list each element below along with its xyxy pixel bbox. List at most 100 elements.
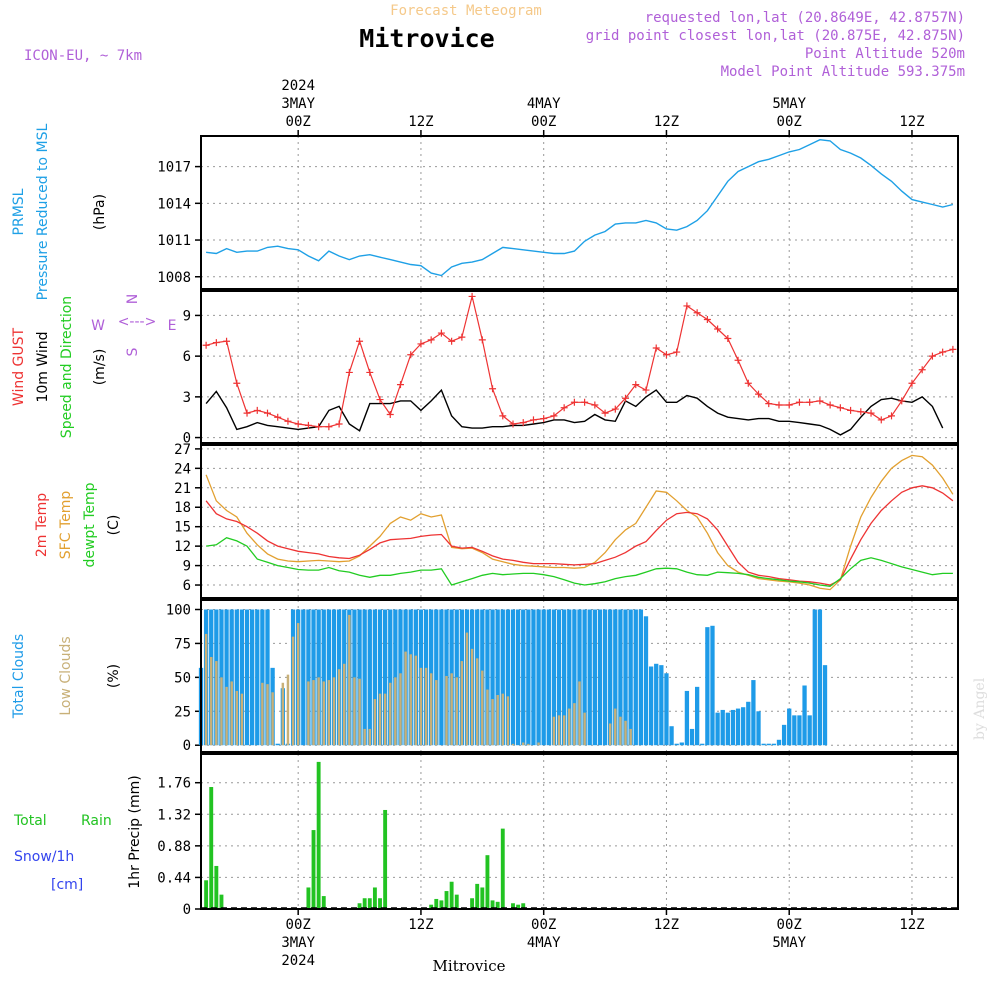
total-cloud-bar [275, 743, 280, 746]
precip-bar [521, 903, 526, 909]
y-tick-label: 9 [183, 308, 191, 324]
location-title: Mitrovice [359, 24, 494, 53]
total-cloud-bar [367, 609, 372, 746]
total-cloud-bar [766, 743, 771, 746]
time-label-top: 12Z [654, 114, 679, 130]
panel-wind-frame [200, 290, 959, 444]
precip-bar [311, 830, 316, 909]
gust-marker [765, 400, 773, 408]
compass-n: N [125, 294, 141, 304]
gust-marker [550, 412, 558, 420]
total-cloud-bar [587, 609, 592, 746]
low-cloud-bar [506, 696, 510, 746]
gust-marker [898, 397, 906, 405]
total-cloud-bar [515, 609, 521, 746]
panel-clouds-frame [200, 599, 959, 753]
pressure-label-long: Pressure Reduced to MSL [35, 123, 51, 300]
footer-location: Mitrovice [433, 957, 506, 975]
y-tick-label: 0 [183, 431, 191, 447]
gust-marker [233, 379, 241, 387]
y-tick-label: 1.32 [157, 807, 191, 823]
low-cloud-bar [261, 682, 264, 746]
y-tick-label: 0 [183, 738, 191, 754]
gust-marker [755, 390, 763, 398]
gust-marker [448, 337, 456, 345]
total-cloud-bar [388, 609, 393, 746]
gust-marker [417, 340, 425, 348]
total-cloud-bar [822, 665, 828, 746]
total-cloud-bar [582, 609, 587, 746]
y-tick-label: 1014 [157, 196, 191, 212]
total-cloud-bar [546, 609, 551, 746]
y-tick-label: 18 [174, 500, 191, 516]
gust-marker [939, 348, 947, 356]
total-cloud-bar [357, 609, 362, 746]
low-cloud-bar [445, 676, 448, 746]
low-cloud-bar [215, 661, 218, 746]
time-label-top: 00Z [531, 114, 556, 130]
total-cloud-bar [244, 609, 250, 746]
y-tick-label: 1008 [157, 270, 191, 286]
precip-snow-label: Snow/1h [14, 849, 74, 865]
total-cloud-bar [700, 743, 705, 746]
wind-speed-direction-label: Speed and Direction [59, 296, 75, 438]
gust-marker [263, 409, 271, 417]
low-cloud-bar [353, 677, 356, 746]
gust-marker [366, 368, 374, 376]
clouds-unit: (%) [106, 664, 122, 688]
low-cloud-bar [527, 743, 530, 746]
total-cloud-bar [541, 609, 546, 746]
low-clouds-label: Low Clouds [58, 636, 74, 715]
panel-precip-frame [200, 753, 959, 910]
panel-precip-bg [201, 754, 958, 909]
time-label-bottom: 12Z [654, 917, 679, 933]
low-cloud-bar [240, 693, 244, 746]
precip-bar [429, 904, 434, 909]
gust-marker [693, 309, 701, 317]
pressure-unit: (hPa) [92, 194, 108, 230]
time-label-top: 2024 [281, 78, 315, 94]
gust-marker [632, 381, 640, 389]
precip-bar [485, 855, 490, 909]
sfc-temp-line [205, 454, 954, 591]
low-cloud-bar [307, 681, 310, 746]
time-label-bottom: 00Z [286, 917, 311, 933]
wind-10m-label: 10m Wind [35, 331, 51, 402]
panel-pressure-frame [200, 135, 959, 290]
total-cloud-bar [526, 609, 531, 746]
y-tick-label: 100 [166, 603, 191, 619]
model-point-altitude: Model Point Altitude 593.375m [721, 64, 965, 80]
y-tick-label: 6 [183, 578, 191, 594]
gust-marker [918, 366, 926, 374]
precip-bar [214, 865, 219, 909]
time-label-bottom: 12Z [899, 917, 924, 933]
gust-marker [928, 352, 936, 360]
total-cloud-bar [802, 685, 807, 746]
total-cloud-bar [720, 709, 725, 746]
gust-marker [642, 386, 650, 394]
total-cloud-bar [781, 724, 787, 746]
low-cloud-bar [470, 648, 474, 746]
low-cloud-bar [424, 667, 428, 746]
low-cloud-bar [389, 682, 392, 746]
gust-marker [529, 416, 537, 424]
low-cloud-bar [537, 742, 540, 746]
low-cloud-bar [450, 673, 453, 746]
precip-bar [209, 787, 214, 909]
total-clouds-label: Total Clouds [11, 634, 27, 719]
time-label-top: 00Z [777, 114, 802, 130]
total-cloud-bar [705, 627, 710, 746]
total-cloud-bar [306, 609, 311, 746]
total-cloud-bar [597, 609, 603, 746]
low-cloud-bar [614, 708, 617, 746]
total-cloud-bar [239, 609, 245, 746]
gust-marker [795, 398, 803, 406]
gust-marker [253, 406, 261, 414]
low-cloud-bar [573, 703, 576, 746]
precip-bar [316, 761, 321, 909]
low-cloud-bar [511, 743, 515, 746]
total-cloud-bar [510, 609, 516, 746]
total-cloud-bar [792, 715, 797, 746]
low-cloud-bar [629, 728, 632, 746]
total-cloud-bar [807, 715, 812, 746]
